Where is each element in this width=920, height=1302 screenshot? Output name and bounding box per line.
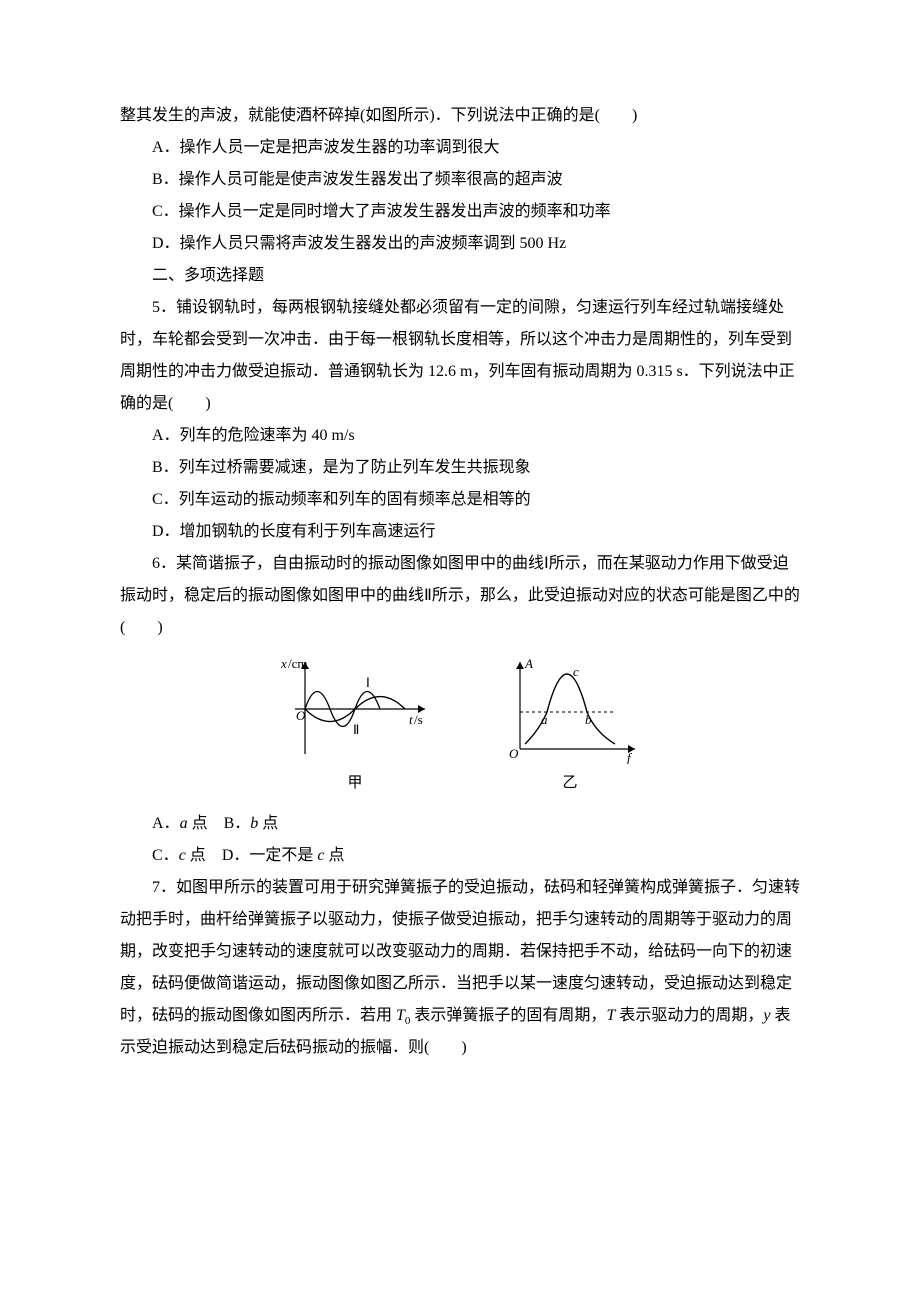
q6-a-text: a: [180, 815, 188, 832]
q6-b-tail: 点: [258, 815, 278, 832]
q6-options-cd: C．c 点 D．一定不是 c 点: [120, 840, 800, 872]
resonance-curve: [525, 674, 615, 744]
q4-option-a: A．操作人员一定是把声波发生器的功率调到很大: [120, 132, 800, 164]
q4-option-c: C．操作人员一定是同时增大了声波发生器发出声波的频率和功率: [120, 196, 800, 228]
q6-figure-yi: a b c A O f 乙: [495, 654, 645, 798]
xlabel-unit: /s: [414, 712, 423, 727]
q6-c-text: c: [179, 847, 186, 864]
xlabel-t: t: [409, 712, 413, 727]
q5-option-d: D．增加钢轨的长度有利于列车高速运行: [120, 516, 800, 548]
curve2-label: Ⅱ: [353, 722, 359, 737]
q4-option-b: B．操作人员可能是使声波发生器发出了频率很高的超声波: [120, 164, 800, 196]
curve1-label: Ⅰ: [366, 675, 370, 690]
q5-stem: 5．铺设钢轨时，每两根钢轨接缝处都必须留有一定的间隙，匀速运行列车经过轨端接缝处…: [120, 292, 800, 420]
section-2-heading: 二、多项选择题: [120, 260, 800, 292]
pt-c: c: [573, 664, 579, 679]
page: 整其发生的声波，就能使酒杯碎掉(如图所示)．下列说法中正确的是( ) A．操作人…: [0, 0, 920, 1264]
q6-d-label: D．一定不是: [222, 847, 318, 864]
xlabel-f: f: [627, 750, 633, 764]
q7-stem: 7．如图甲所示的装置可用于研究弹簧振子的受迫振动，砝码和轻弹簧构成弹簧振子．匀速…: [120, 872, 800, 1064]
q6-options-ab: A．a 点 B．b 点: [120, 808, 800, 840]
q6-figure-jia: x /cm O Ⅰ Ⅱ t /s 甲: [275, 654, 435, 798]
y-axis-arrow: [516, 662, 524, 669]
q5-option-b: B．列车过桥需要减速，是为了防止列车发生共振现象: [120, 452, 800, 484]
q7-part2: 表示弹簧振子的固有周期，: [410, 1007, 606, 1024]
q6-figures: x /cm O Ⅰ Ⅱ t /s 甲: [120, 654, 800, 798]
q6-figure-jia-svg: x /cm O Ⅰ Ⅱ t /s: [275, 654, 435, 764]
q5-option-c: C．列车运动的振动频率和列车的固有频率总是相等的: [120, 484, 800, 516]
q6-figA-caption: 甲: [347, 768, 362, 798]
ylabel-x: x: [280, 656, 287, 671]
q6-c-tail: 点: [186, 847, 206, 864]
intro-line: 整其发生的声波，就能使酒杯碎掉(如图所示)．下列说法中正确的是( ): [120, 100, 800, 132]
q6-figB-caption: 乙: [562, 768, 577, 798]
origin-o: O: [296, 708, 306, 723]
q6-d-tail: 点: [324, 847, 344, 864]
q6-b-label: B．: [224, 815, 251, 832]
q7-T0-T: T: [396, 1007, 405, 1024]
q6-figure-yi-svg: a b c A O f: [495, 654, 645, 764]
pt-b: b: [585, 712, 592, 727]
q7-part3: 表示驱动力的周期，: [615, 1007, 763, 1024]
origin-o: O: [509, 746, 519, 761]
q6-a-tail: 点: [188, 815, 208, 832]
pt-a: a: [541, 712, 548, 727]
q4-option-d: D．操作人员只需将声波发生器发出的声波频率调到 500 Hz: [120, 228, 800, 260]
q5-option-a: A．列车的危险速率为 40 m/s: [120, 420, 800, 452]
q6-a-label: A．: [152, 815, 180, 832]
ylabel-A: A: [524, 656, 533, 671]
q7-T: T: [606, 1007, 615, 1024]
q7-part1: 7．如图甲所示的装置可用于研究弹簧振子的受迫振动，砝码和轻弹簧构成弹簧振子．匀速…: [120, 879, 800, 1024]
q6-c-label: C．: [152, 847, 179, 864]
q6-stem: 6．某简谐振子，自由振动时的振动图像如图甲中的曲线Ⅰ所示，而在某驱动力作用下做受…: [120, 548, 800, 644]
ylabel-unit: /cm: [288, 656, 308, 671]
